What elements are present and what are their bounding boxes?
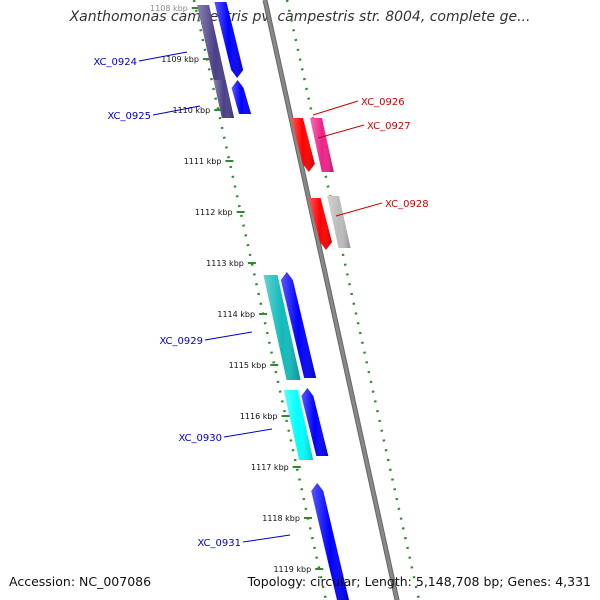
gene-label[interactable]: XC_0929: [159, 336, 203, 347]
ruler-tick-label: 1110 kbp: [172, 106, 210, 115]
ruler-tick-label: 1113 kbp: [206, 259, 244, 268]
cds-feature[interactable]: [308, 198, 332, 250]
ruler-tick-label: 1111 kbp: [184, 157, 222, 166]
gene-label[interactable]: XC_0931: [197, 538, 241, 549]
cds-feature[interactable]: [301, 388, 329, 456]
backbone-ring-highlight: [263, 0, 399, 600]
gene-label[interactable]: XC_0928: [385, 199, 429, 210]
gene-leader-line: [312, 100, 359, 116]
gene-leader-line: [317, 124, 365, 139]
inner-ruler-ring: [192, 0, 328, 600]
cds-feature[interactable]: [231, 80, 252, 114]
gene-leader-line: [138, 51, 188, 62]
ruler-tick-label: 1116 kbp: [240, 412, 278, 421]
gene-label[interactable]: XC_0924: [93, 57, 137, 68]
gene-feature[interactable]: [311, 483, 349, 600]
gene-label[interactable]: XC_0927: [367, 121, 411, 132]
gene-feature[interactable]: [283, 390, 314, 460]
gene-feature[interactable]: [263, 275, 301, 380]
cds-feature[interactable]: [214, 2, 244, 78]
gene-leader-line: [242, 534, 291, 543]
gene-feature[interactable]: [327, 196, 351, 248]
gene-leader-line: [223, 428, 273, 438]
ruler-tick-label: 1118 kbp: [262, 514, 300, 523]
gene-label[interactable]: XC_0930: [178, 433, 222, 444]
gene-feature[interactable]: [213, 80, 234, 118]
ruler-tick-label: 1119 kbp: [273, 565, 311, 574]
genome-summary: Topology: circular; Length: 5,148,708 bp…: [247, 574, 591, 589]
ruler-tick-label: 1108 kbp: [150, 4, 188, 13]
ruler-tick-label: 1109 kbp: [161, 55, 199, 64]
outer-ruler-ring: [285, 0, 421, 600]
accession-text: Accession: NC_007086: [9, 574, 152, 589]
gene-feature[interactable]: [290, 118, 315, 172]
ruler-tick-label: 1112 kbp: [195, 208, 233, 217]
gene-feature[interactable]: [309, 118, 334, 172]
gene-leader-line: [152, 105, 201, 116]
ruler-tick-label: 1117 kbp: [251, 463, 289, 472]
map-title: Xanthomonas campestris pv. campestris st…: [69, 9, 531, 25]
gene-leader-line: [204, 331, 253, 341]
gene-label[interactable]: XC_0926: [361, 97, 405, 108]
cds-feature[interactable]: [280, 272, 317, 378]
ruler-tick-label: 1115 kbp: [229, 361, 267, 370]
gene-leader-line: [335, 202, 383, 217]
gene-label[interactable]: XC_0925: [107, 111, 151, 122]
ruler-tick-label: 1114 kbp: [217, 310, 255, 319]
